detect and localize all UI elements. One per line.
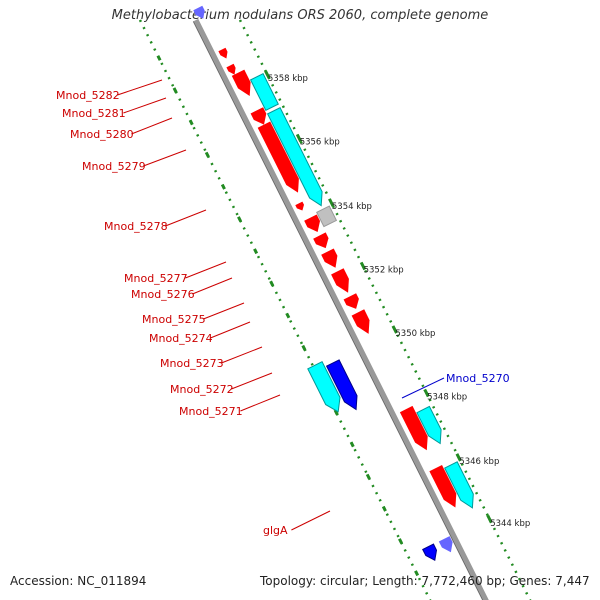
gene-label-leader	[221, 346, 263, 364]
gene-label-leader	[210, 321, 251, 339]
scale-tick	[391, 325, 398, 334]
forward-cds-feature	[304, 214, 320, 232]
inner-tick	[237, 216, 242, 222]
gray-feature	[316, 205, 338, 228]
topology-text: Topology: circular; Length: 7,772,460 bp…	[260, 574, 590, 588]
forward-cds-feature	[313, 232, 329, 249]
scale-label: 5348 kbp	[427, 393, 467, 403]
gene-label-leader	[165, 209, 207, 227]
cyan-feature	[416, 405, 442, 445]
scale-label: 5356 kbp	[300, 138, 340, 148]
inner-guide-track	[138, 19, 432, 600]
gene-label: Mnod_5276	[131, 288, 195, 301]
gene-label: Mnod_5272	[170, 383, 234, 396]
scale-tick	[455, 453, 462, 462]
cyan-feature	[249, 73, 279, 111]
bottom-reverse-feature-2	[438, 536, 453, 553]
inner-tick	[204, 151, 210, 158]
gene-label: Mnod_5270	[446, 372, 510, 385]
inner-tick	[349, 441, 355, 448]
inner-tick	[285, 312, 291, 319]
outer-guide-track	[238, 19, 532, 600]
inner-tick	[414, 570, 420, 577]
gene-label: Mnod_5282	[56, 89, 120, 102]
inner-tick	[269, 280, 275, 287]
gene-label: Mnod_5273	[160, 357, 224, 370]
cyan-feature	[444, 461, 474, 509]
scale-tick	[359, 261, 367, 271]
forward-cds-feature	[399, 405, 428, 451]
inner-tick	[172, 87, 178, 94]
forward-cds-feature	[343, 293, 359, 309]
gene-label: Mnod_5279	[82, 160, 146, 173]
inner-tick	[398, 538, 403, 544]
top-reverse-feature	[193, 5, 205, 19]
forward-cds-feature	[429, 465, 457, 508]
forward-cds-feature	[351, 309, 370, 334]
forward-cds-feature	[295, 201, 304, 211]
inner-tick	[156, 55, 162, 61]
gene-label-leader	[231, 372, 273, 390]
inner-tick	[365, 473, 371, 480]
gene-label: Mnod_5271	[179, 405, 243, 418]
reverse-cyan-feature	[307, 361, 341, 413]
forward-cds-feature	[331, 268, 349, 293]
gene-label: Mnod_5275	[142, 313, 206, 326]
scale-tick	[328, 198, 335, 207]
backbone-edge	[192, 21, 484, 600]
scale-label: 5346 kbp	[459, 457, 499, 467]
inner-tick	[188, 119, 194, 126]
reverse-cds-feature	[325, 359, 358, 411]
scale-label: 5344 kbp	[490, 519, 530, 529]
inner-tick	[301, 344, 307, 351]
bottom-reverse-feature	[422, 543, 438, 561]
gene-label: Mnod_5274	[149, 332, 213, 345]
gene-label-leader	[117, 79, 163, 96]
gene-label-leader	[123, 97, 167, 114]
forward-cds-feature	[257, 121, 299, 193]
gene-label: glgA	[263, 524, 288, 537]
forward-cds-feature	[218, 47, 228, 59]
forward-cds-feature	[231, 69, 251, 96]
gene-label: Mnod_5280	[70, 128, 134, 141]
cyan-feature	[266, 107, 323, 207]
scale-label: 5352 kbp	[364, 266, 404, 276]
gene-label-leader	[143, 149, 187, 167]
gene-label: Mnod_5281	[62, 107, 126, 120]
genome-backbone	[193, 18, 489, 600]
inner-tick	[253, 248, 259, 255]
scale-tick	[295, 133, 303, 143]
inner-tick	[381, 505, 387, 512]
map-title: Methylobacterium nodulans ORS 2060, comp…	[111, 8, 489, 23]
forward-cds-feature	[250, 107, 267, 125]
gene-label-leader	[401, 377, 445, 399]
inner-tick	[220, 183, 226, 190]
gene-label: Mnod_5277	[124, 272, 188, 285]
scale-label: 5358 kbp	[268, 74, 308, 84]
scale-tick	[264, 70, 271, 79]
scale-label: 5354 kbp	[332, 202, 372, 212]
accession-text: Accession: NC_011894	[10, 574, 147, 588]
gene-label-leader	[131, 117, 173, 135]
gene-label: Mnod_5278	[104, 220, 168, 233]
scale-tick	[423, 388, 430, 398]
gene-label-leader	[240, 394, 281, 412]
gene-label-leader	[203, 302, 245, 320]
scale-label: 5350 kbp	[395, 329, 435, 339]
scale-tick	[486, 514, 493, 524]
gene-label-leader	[291, 510, 331, 531]
forward-cds-feature	[321, 248, 338, 268]
gene-label-leader	[192, 277, 233, 295]
forward-cds-feature	[226, 63, 236, 75]
gene-label-leader	[185, 261, 227, 279]
